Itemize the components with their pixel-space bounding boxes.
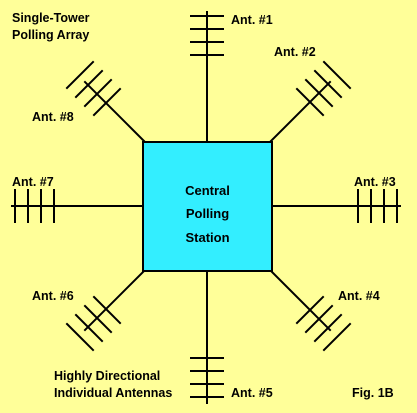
- antenna-label-7: Ant. #7: [12, 175, 54, 189]
- feed-line-ant-8: [83, 80, 147, 144]
- antenna-5-elements: [190, 357, 224, 398]
- antenna-3-elements: [357, 189, 398, 223]
- title-line-1: Single-Tower: [12, 11, 90, 25]
- antenna-6-elements: [65, 295, 122, 352]
- antenna-1-elements: [190, 15, 224, 56]
- antenna-2-elements: [295, 60, 352, 117]
- feed-line-ant-2: [268, 80, 332, 144]
- antenna-label-2: Ant. #2: [274, 45, 316, 59]
- title-line-2: Polling Array: [12, 28, 89, 42]
- subtitle-line-2: Individual Antennas: [54, 386, 172, 400]
- antenna-label-1: Ant. #1: [231, 13, 273, 27]
- antenna-4-elements: [295, 295, 352, 352]
- subtitle-line-1: Highly Directional: [54, 369, 160, 383]
- central-polling-station-box: [142, 141, 273, 272]
- antenna-7-elements: [14, 189, 55, 223]
- feed-line-ant-4: [268, 268, 332, 332]
- antenna-label-4: Ant. #4: [338, 289, 380, 303]
- feed-line-ant-6: [83, 268, 147, 332]
- antenna-label-5: Ant. #5: [231, 386, 273, 400]
- station-label-line-3: Station: [185, 230, 229, 245]
- antenna-label-8: Ant. #8: [32, 110, 74, 124]
- antenna-elements: [14, 15, 398, 398]
- station-label-line-2: Polling: [186, 206, 229, 221]
- antenna-8-elements: [65, 60, 122, 117]
- antenna-label-6: Ant. #6: [32, 289, 74, 303]
- feed-lines: [11, 11, 401, 404]
- figure-label: Fig. 1B: [352, 386, 394, 400]
- station-label-line-1: Central: [185, 183, 230, 198]
- antenna-label-3: Ant. #3: [354, 175, 396, 189]
